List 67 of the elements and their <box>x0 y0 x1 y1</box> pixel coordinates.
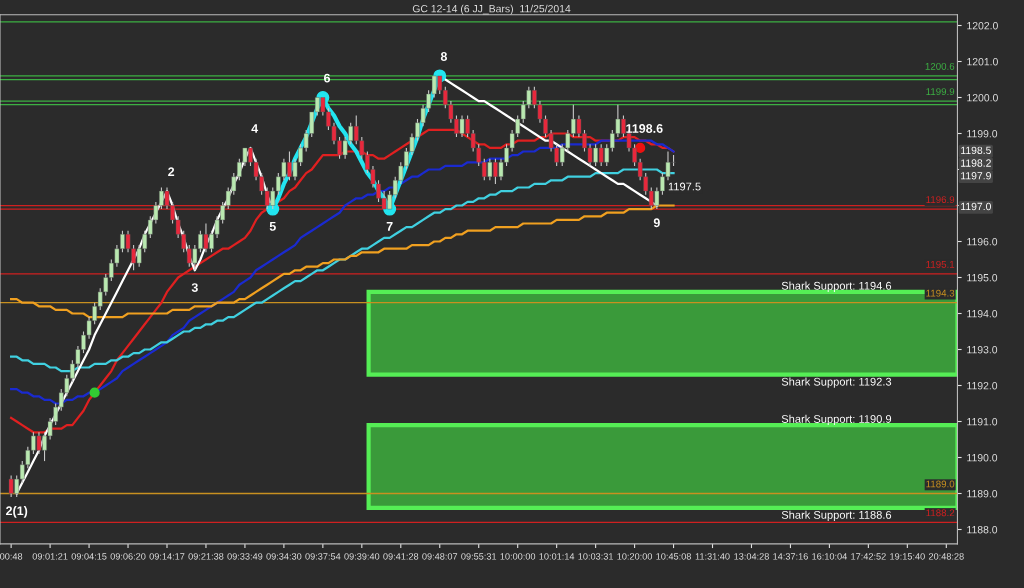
x-tick-label: 13:04:28 <box>734 553 769 560</box>
y-tick-label: 1196.0 <box>967 238 998 246</box>
x-tick-label: 09:14:17 <box>149 553 185 560</box>
x-tick-label: 10:01:14 <box>539 553 575 560</box>
x-tick-label: 09:37:54 <box>305 553 341 560</box>
y-tick-label: 1195.0 <box>967 274 998 282</box>
annotation: 3 <box>191 283 198 292</box>
band-label: Shark Support: 1190.9 <box>781 414 892 426</box>
x-tick-label: 20:48:28 <box>928 553 964 560</box>
x-tick-label: 10:20:00 <box>617 553 653 560</box>
ref-line-label: 1199.9 <box>926 88 955 96</box>
x-tick-label: 09:48:07 <box>422 553 458 560</box>
point <box>89 387 100 398</box>
y-tick-label: 1189.0 <box>967 490 998 498</box>
annotation: 2 <box>168 167 175 177</box>
x-tick-label: 09:55:31 <box>461 553 497 560</box>
y-tick-label: 1192.0 <box>967 382 998 390</box>
annotation: 2(1) <box>6 506 28 518</box>
x-tick-label: 10:00:00 <box>500 553 536 560</box>
x-tick-label: 09:34:30 <box>266 553 302 560</box>
ref-line-label: 1195.1 <box>926 260 955 268</box>
annotation: 7 <box>386 222 393 231</box>
y-tick-label: 1194.0 <box>967 310 998 318</box>
x-tick-label: 10:45:08 <box>656 553 691 560</box>
annotation: 9 <box>653 218 660 228</box>
x-tick-label: 09:41:28 <box>383 553 419 560</box>
text: 1198.2 <box>961 159 991 167</box>
y-tick-label: 1188.0 <box>967 526 998 534</box>
x-tick-label: 09:33:49 <box>227 553 263 560</box>
x-tick-label: 09:21:38 <box>188 553 224 560</box>
ref-line-label: 1200.6 <box>925 62 955 70</box>
annotation: 1198.6 <box>626 124 663 133</box>
y-tick-label: 1199.0 <box>967 130 998 138</box>
x-tick-label: 10:03:31 <box>578 553 614 560</box>
ref-line-label: 1194.3 <box>926 289 955 297</box>
text: 1197.9 <box>961 172 991 180</box>
x-tick-label: 00:48 <box>0 553 23 560</box>
point <box>635 142 646 153</box>
y-tick-label: 1190.0 <box>967 454 998 462</box>
chart-title: GC 12-14 (6 JJ_Bars) 11/25/2014 <box>412 4 571 15</box>
x-tick-label: 14:37:16 <box>773 553 808 560</box>
ref-line-label: 1189.0 <box>926 480 955 488</box>
y-tick-label: 1191.0 <box>967 418 998 426</box>
y-tick-label: 1193.0 <box>967 346 998 354</box>
annotation: 8 <box>440 52 448 61</box>
annotation: 4 <box>251 124 259 133</box>
x-tick-label: 16:10:04 <box>812 553 847 560</box>
x-tick-label: 09:01:21 <box>32 553 68 560</box>
ref-line-label: 1188.2 <box>926 509 955 517</box>
x-tick-label: 17:42:52 <box>851 553 886 560</box>
y-tick-label: 1201.0 <box>967 58 998 66</box>
text: 1198.5 <box>961 146 991 155</box>
x-tick-label: 09:04:15 <box>71 553 107 560</box>
annotation: Shark Support: 1188.6 <box>781 510 892 522</box>
annotation: Shark Support: 1192.3 <box>781 377 892 388</box>
y-tick-label: 1202.0 <box>967 22 998 30</box>
ref-line-label: 1196.9 <box>926 196 955 204</box>
annotation: 6 <box>324 73 331 83</box>
x-tick-label: 11:31:40 <box>695 553 730 560</box>
x-tick-label: 09:39:40 <box>344 553 380 560</box>
annotation: 1197.5 <box>668 182 701 191</box>
x-tick-label: 19:15:40 <box>890 553 925 560</box>
band-label: Shark Support: 1194.6 <box>781 281 892 292</box>
y-tick-label: 1200.0 <box>967 94 998 102</box>
annotation: 5 <box>269 222 276 231</box>
x-tick-label: 09:06:20 <box>110 553 146 560</box>
text: 1197.0 <box>961 202 991 211</box>
